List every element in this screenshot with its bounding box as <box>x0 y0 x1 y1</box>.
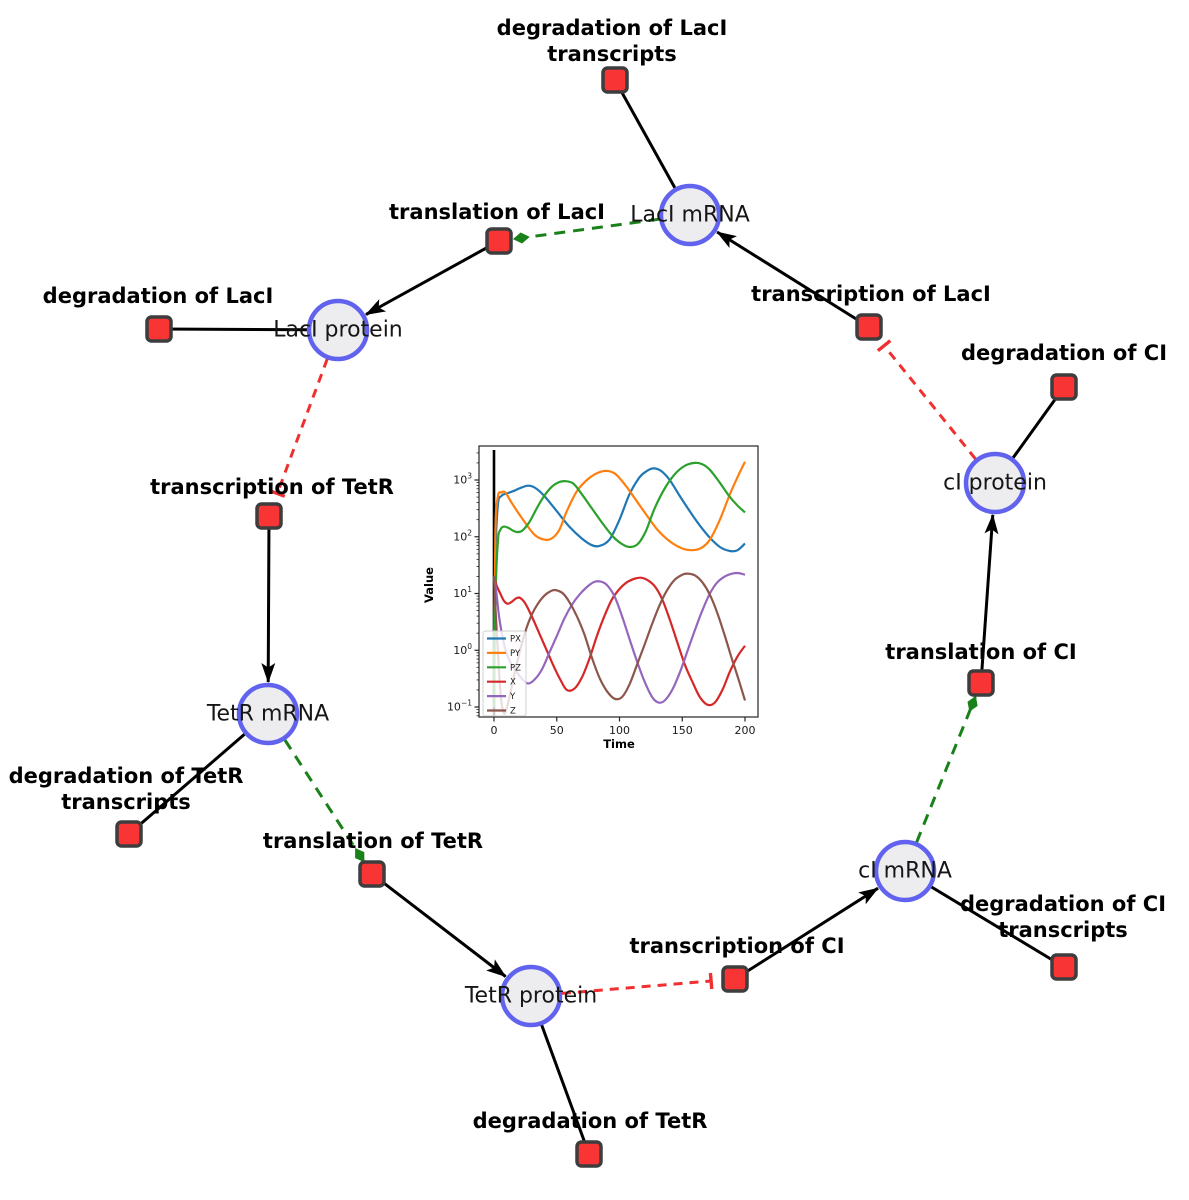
species-node-tetr_protein[interactable] <box>499 964 563 1028</box>
edge-production-transl_tetr-to-tetr_protein <box>371 872 507 978</box>
edge-consumption-ci_mrna-to-deg_ci_tx <box>930 885 1065 969</box>
x-tick-label: 50 <box>550 724 564 737</box>
species-node-ci_mrna[interactable] <box>873 839 937 903</box>
series-line-Y <box>492 571 746 704</box>
edge-inhibition-laci_protein-to-txn_tetr <box>269 358 329 498</box>
reaction-node-txn_ci[interactable] <box>721 965 749 993</box>
edge-production-txn_laci-to-laci_mrna <box>716 230 870 329</box>
edge-consumption-tetr_protein-to-deg_tetr <box>540 1024 591 1155</box>
x-axis-label: Time <box>603 737 635 751</box>
edge-inhibition-ci_protein-to-txn_laci <box>876 339 977 460</box>
edge-production-transl_laci-to-laci_protein <box>365 239 500 316</box>
x-tick-label: 200 <box>735 724 756 737</box>
species-node-ci_protein[interactable] <box>963 451 1027 515</box>
series-line-PY <box>492 461 746 708</box>
legend-label-PX: PX <box>510 635 521 645</box>
edge-consumption-tetr_mrna-to-deg_tetr_tx <box>128 733 246 836</box>
reaction-node-txn_tetr[interactable] <box>255 502 283 530</box>
legend-label-PY: PY <box>510 649 521 659</box>
reaction-node-deg_laci[interactable] <box>145 315 173 343</box>
reaction-node-deg_ci[interactable] <box>1050 373 1078 401</box>
species-node-laci_protein[interactable] <box>306 298 370 362</box>
series-line-X <box>492 576 746 707</box>
y-tick-label: 10−1 <box>447 699 472 714</box>
legend-label-Z: Z <box>510 707 516 717</box>
plot-axes <box>478 445 759 718</box>
legend-label-PZ: PZ <box>510 663 521 673</box>
reaction-node-transl_laci[interactable] <box>485 227 513 255</box>
species-node-tetr_mrna[interactable] <box>236 682 300 746</box>
reaction-node-deg_tetr[interactable] <box>575 1140 603 1168</box>
plot-legend: PX PY PZ XYZ <box>482 630 527 717</box>
y-tick-label: 101 <box>453 585 472 600</box>
edge-modifier-ci_mrna-to-transl_ci <box>915 695 978 843</box>
reaction-node-txn_laci[interactable] <box>855 313 883 341</box>
y-tick-label: 100 <box>453 642 472 657</box>
series-line-Z <box>492 572 747 715</box>
edge-production-transl_ci-to-ci_protein <box>979 513 999 684</box>
x-tick-label: 100 <box>609 724 630 737</box>
edges-layer <box>128 79 1066 1155</box>
edge-modifier-tetr_mrna-to-transl_tetr <box>283 739 366 863</box>
series-line-PX <box>492 467 746 708</box>
legend-label-X: X <box>510 678 516 688</box>
reaction-node-deg_tetr_tx[interactable] <box>115 820 143 848</box>
series-line-PZ <box>492 461 746 708</box>
x-tick-label: 0 <box>491 724 498 737</box>
nodes-layer <box>115 66 1078 1168</box>
reaction-node-deg_ci_tx[interactable] <box>1050 953 1078 981</box>
legend-label-Y: Y <box>509 692 516 702</box>
edge-consumption-laci_mrna-to-deg_laci_tx <box>613 79 677 189</box>
edge-production-txn_tetr-to-tetr_mrna <box>261 515 276 683</box>
y-tick-label: 102 <box>453 528 472 543</box>
reaction-node-deg_laci_tx[interactable] <box>601 66 629 94</box>
y-axis-label: Value <box>422 567 436 603</box>
edge-modifier-laci_mrna-to-transl_laci <box>512 217 660 244</box>
y-tick-label: 103 <box>453 472 472 487</box>
reaction-node-transl_tetr[interactable] <box>358 860 386 888</box>
reaction-node-transl_ci[interactable] <box>967 669 995 697</box>
edge-inhibition-tetr_protein-to-txn_ci <box>561 972 714 995</box>
edge-consumption-laci_protein-to-deg_laci <box>158 327 308 332</box>
species-node-laci_mrna[interactable] <box>658 183 722 247</box>
x-tick-label: 150 <box>672 724 693 737</box>
edge-production-txn_ci-to-ci_mrna <box>734 886 879 981</box>
